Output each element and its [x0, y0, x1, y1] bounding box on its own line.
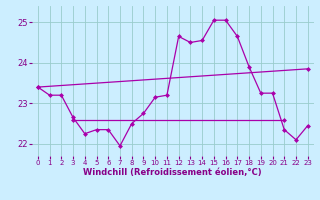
X-axis label: Windchill (Refroidissement éolien,°C): Windchill (Refroidissement éolien,°C) [84, 168, 262, 177]
